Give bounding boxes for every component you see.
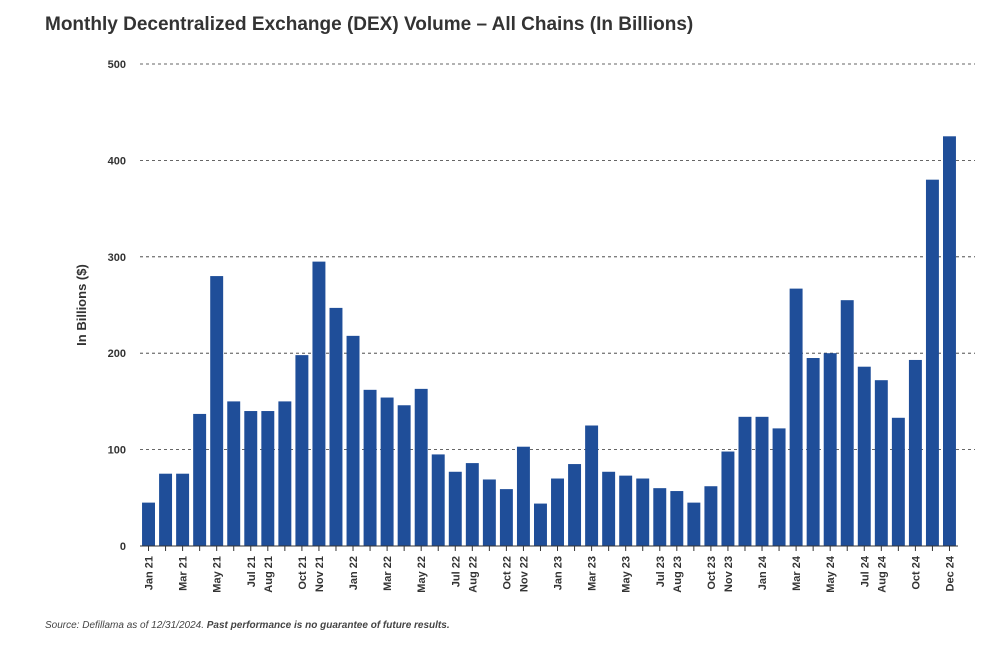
bar-feb-23 [568, 464, 582, 546]
bar-feb-21 [159, 473, 173, 546]
bar-apr-22 [397, 405, 411, 546]
x-tick-label: Jul 24 [859, 555, 871, 587]
x-tick-label: Aug 23 [672, 556, 684, 593]
bar-may-23 [619, 475, 633, 546]
source-text: Source: Defillama as of 12/31/2024. [45, 620, 204, 631]
source-note: Source: Defillama as of 12/31/2024. Past… [45, 620, 450, 631]
x-tick-label: May 22 [416, 556, 428, 593]
x-tick-label: May 24 [825, 555, 837, 593]
x-tick-label: Jan 23 [553, 556, 565, 590]
bar-jun-23 [636, 478, 650, 546]
x-tick-label: May 23 [621, 556, 633, 593]
bar-jan-21 [142, 502, 155, 546]
y-axis-label: In Billions ($) [74, 264, 89, 346]
bar-nov-23 [721, 451, 735, 546]
bar-aug-21 [261, 411, 275, 546]
x-tick-label: Mar 23 [587, 556, 599, 591]
bar-feb-24 [772, 428, 786, 546]
bar-jul-22 [448, 471, 462, 546]
y-tick-label: 0 [120, 541, 126, 553]
x-tick-label: Jan 21 [144, 556, 156, 590]
bar-sep-24 [891, 417, 905, 546]
bar-dec-23 [738, 416, 752, 546]
x-tick-label: Mar 22 [382, 556, 394, 591]
bar-sep-22 [482, 479, 496, 546]
bar-jul-21 [244, 411, 258, 546]
x-tick-label: Mar 21 [178, 556, 190, 591]
x-tick-label: Mar 24 [791, 555, 803, 591]
bar-oct-22 [499, 489, 513, 546]
bar-may-21 [210, 276, 224, 546]
bar-apr-23 [602, 471, 616, 546]
bar-jul-24 [857, 366, 871, 546]
source-disclaimer: Past performance is no guarantee of futu… [206, 620, 450, 631]
bar-mar-22 [380, 397, 394, 546]
bar-feb-22 [363, 389, 377, 546]
bar-jan-23 [551, 478, 564, 546]
x-tick-label: Dec 24 [944, 555, 956, 591]
bar-jun-24 [840, 300, 854, 546]
x-tick-label: Oct 22 [501, 556, 513, 590]
x-tick-label: Aug 24 [876, 555, 888, 593]
x-tick-label: Aug 22 [467, 556, 479, 593]
bar-apr-24 [806, 358, 820, 546]
bar-mar-21 [176, 473, 190, 546]
bar-nov-21 [312, 261, 326, 546]
bar-oct-23 [704, 486, 718, 546]
x-tick-label: Oct 24 [910, 555, 922, 590]
bar-chart: 0 100 200 300 400 500 Jan 21 Mar 21 May 21 Jul 2… [74, 59, 975, 593]
bar-nov-22 [516, 446, 530, 546]
bar-jan-22 [346, 335, 360, 546]
bar-may-22 [414, 388, 428, 546]
y-tick-label: 200 [108, 348, 126, 360]
x-tick-label: Jan 24 [757, 555, 769, 590]
y-tick-label: 100 [108, 445, 126, 457]
x-axis-ticks: Jan 21 Mar 21 May 21 Jul 21 Aug 21 Oct 21 Nov … [144, 546, 956, 593]
bar-dec-22 [534, 503, 547, 546]
bar-dec-21 [329, 307, 343, 546]
y-tick-label: 300 [108, 252, 126, 264]
x-tick-label: Aug 21 [263, 556, 275, 593]
bar-jan-24 [755, 416, 769, 546]
bar-apr-21 [193, 413, 207, 546]
bar-jul-23 [653, 488, 667, 546]
x-tick-label: Nov 22 [518, 556, 530, 592]
x-tick-label: Jul 22 [450, 556, 462, 587]
bar-jun-22 [431, 454, 445, 546]
bar-nov-24 [925, 179, 939, 546]
bar-aug-23 [670, 491, 684, 546]
bar-aug-24 [874, 380, 888, 546]
bar-jun-21 [227, 401, 241, 546]
x-tick-label: Jan 22 [348, 556, 360, 590]
y-tick-label: 500 [108, 59, 126, 71]
x-tick-label: May 21 [212, 556, 224, 593]
bars [142, 136, 956, 547]
x-tick-label: Jul 23 [655, 556, 667, 587]
bar-mar-23 [585, 425, 599, 546]
x-tick-label: Nov 23 [723, 556, 735, 592]
x-tick-label: Nov 21 [314, 556, 326, 592]
bar-sep-21 [278, 401, 292, 546]
x-tick-label: Oct 23 [706, 556, 718, 590]
x-tick-label: Oct 21 [297, 556, 309, 590]
y-tick-label: 400 [108, 155, 126, 167]
chart-title: Monthly Decentralized Exchange (DEX) Vol… [45, 14, 694, 35]
bar-mar-24 [789, 288, 803, 546]
bar-dec-24 [943, 136, 956, 547]
bar-sep-23 [687, 502, 701, 546]
bar-oct-24 [908, 359, 922, 546]
bar-oct-21 [295, 355, 309, 546]
y-axis-ticks: 0 100 200 300 400 500 [108, 59, 126, 553]
x-tick-label: Jul 21 [246, 556, 258, 587]
bar-aug-22 [465, 463, 479, 546]
bar-may-24 [823, 353, 837, 546]
